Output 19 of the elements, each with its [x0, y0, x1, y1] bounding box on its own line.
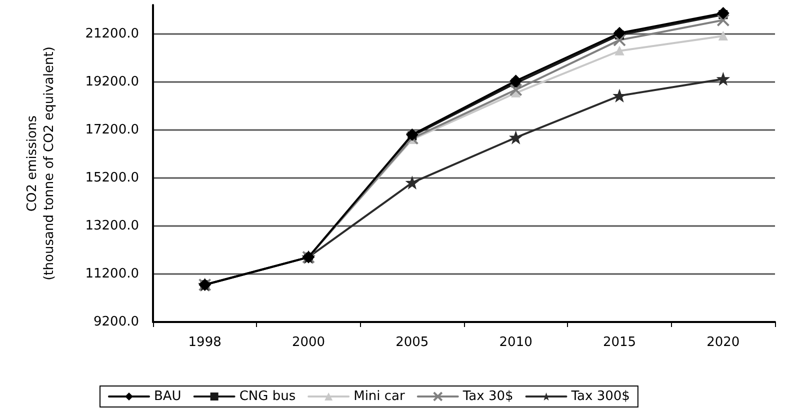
legend-label: Mini car [354, 389, 406, 404]
y-axis-title: CO2 emissions (thousand tonne of CO2 equivalent) [25, 46, 57, 280]
x-tick-label: 1998 [188, 335, 222, 350]
y-tick-label: 19200.0 [85, 74, 139, 90]
legend-label: CNG bus [239, 389, 296, 404]
y-tick-label: 21200.0 [85, 26, 139, 42]
y-tick-label: 11200.0 [85, 266, 139, 282]
y-tick-label: 15200.0 [85, 170, 139, 186]
legend-label: Tax 300$ [570, 389, 630, 404]
x-tick-label: 2020 [706, 335, 740, 350]
y-tick-label: 17200.0 [85, 122, 139, 138]
legend-label: Tax 30$ [462, 389, 514, 404]
x-tick-label: 2005 [396, 335, 429, 350]
x-tick-label: 2015 [602, 335, 636, 350]
x-tick-label: 2010 [499, 335, 532, 350]
legend-label: BAU [154, 389, 182, 404]
x-tick-label: 2000 [292, 335, 326, 350]
y-tick-label: 9200.0 [94, 314, 139, 330]
y-tick-label: 13200.0 [85, 218, 139, 234]
